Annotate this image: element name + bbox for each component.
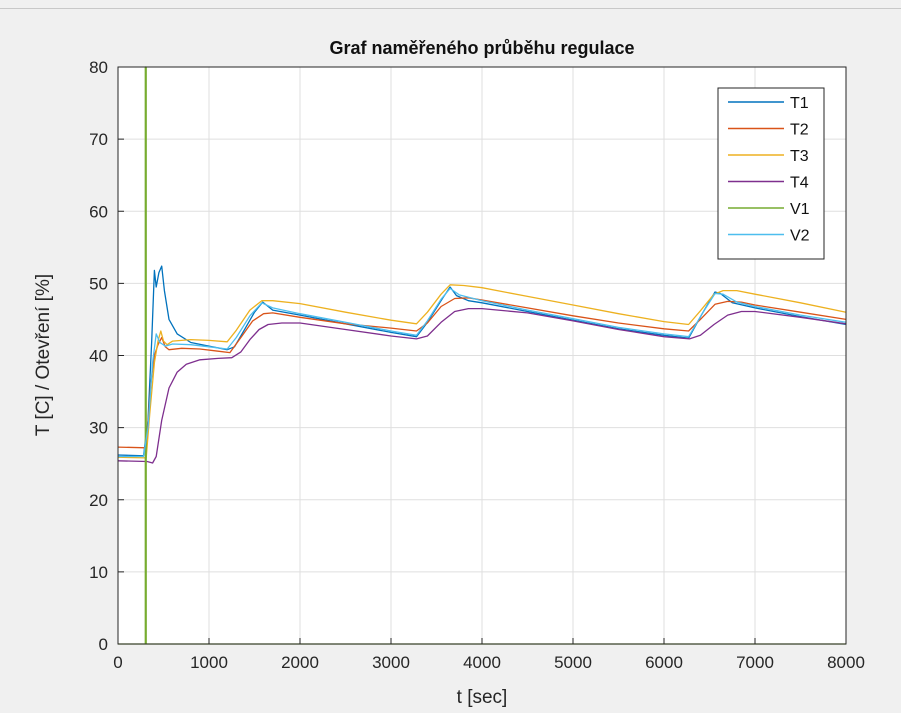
y-tick-label: 50 <box>89 274 108 293</box>
window-top-border <box>0 8 901 9</box>
y-tick-label: 0 <box>99 635 108 654</box>
x-tick-label: 6000 <box>645 653 683 672</box>
legend-label-v2: V2 <box>790 228 810 245</box>
series-t2-line <box>117 297 847 449</box>
x-tick-label: 7000 <box>736 653 774 672</box>
legend-box <box>717 87 825 260</box>
x-tick-label: 0 <box>113 653 122 672</box>
legend[interactable]: T1 T2 T3 T4 V1 V2 <box>717 87 825 260</box>
x-tick-label: 2000 <box>281 653 319 672</box>
y-tick-label: 70 <box>89 130 108 149</box>
y-tick-label: 40 <box>89 347 108 366</box>
series-t4-line <box>117 307 847 464</box>
x-tick-label: 3000 <box>372 653 410 672</box>
chart-title: Graf naměřeného průběhu regulace <box>329 38 634 58</box>
ticks: 0 1000 2000 3000 4000 5000 6000 7000 8000 0 10 20 30… <box>89 58 865 672</box>
x-tick-label: 4000 <box>463 653 501 672</box>
x-tick-label: 1000 <box>190 653 228 672</box>
series-v2-line <box>118 287 847 458</box>
y-tick-label: 10 <box>89 563 108 582</box>
y-axis-label: T [C] / Otevření [%] <box>33 274 54 436</box>
legend-label-t4: T4 <box>790 175 809 192</box>
y-tick-label: 30 <box>89 419 108 438</box>
series-t3-line <box>117 284 847 459</box>
x-tick-label: 5000 <box>554 653 592 672</box>
legend-label-v1: V1 <box>790 201 810 218</box>
legend-label-t1: T1 <box>790 95 809 112</box>
legend-label-t2: T2 <box>790 122 809 139</box>
legend-label-t3: T3 <box>790 148 809 165</box>
y-tick-label: 20 <box>89 491 108 510</box>
y-tick-label: 60 <box>89 202 108 221</box>
x-axis-label: t [sec] <box>457 687 508 708</box>
x-tick-label: 8000 <box>827 653 865 672</box>
y-tick-label: 80 <box>89 58 108 77</box>
